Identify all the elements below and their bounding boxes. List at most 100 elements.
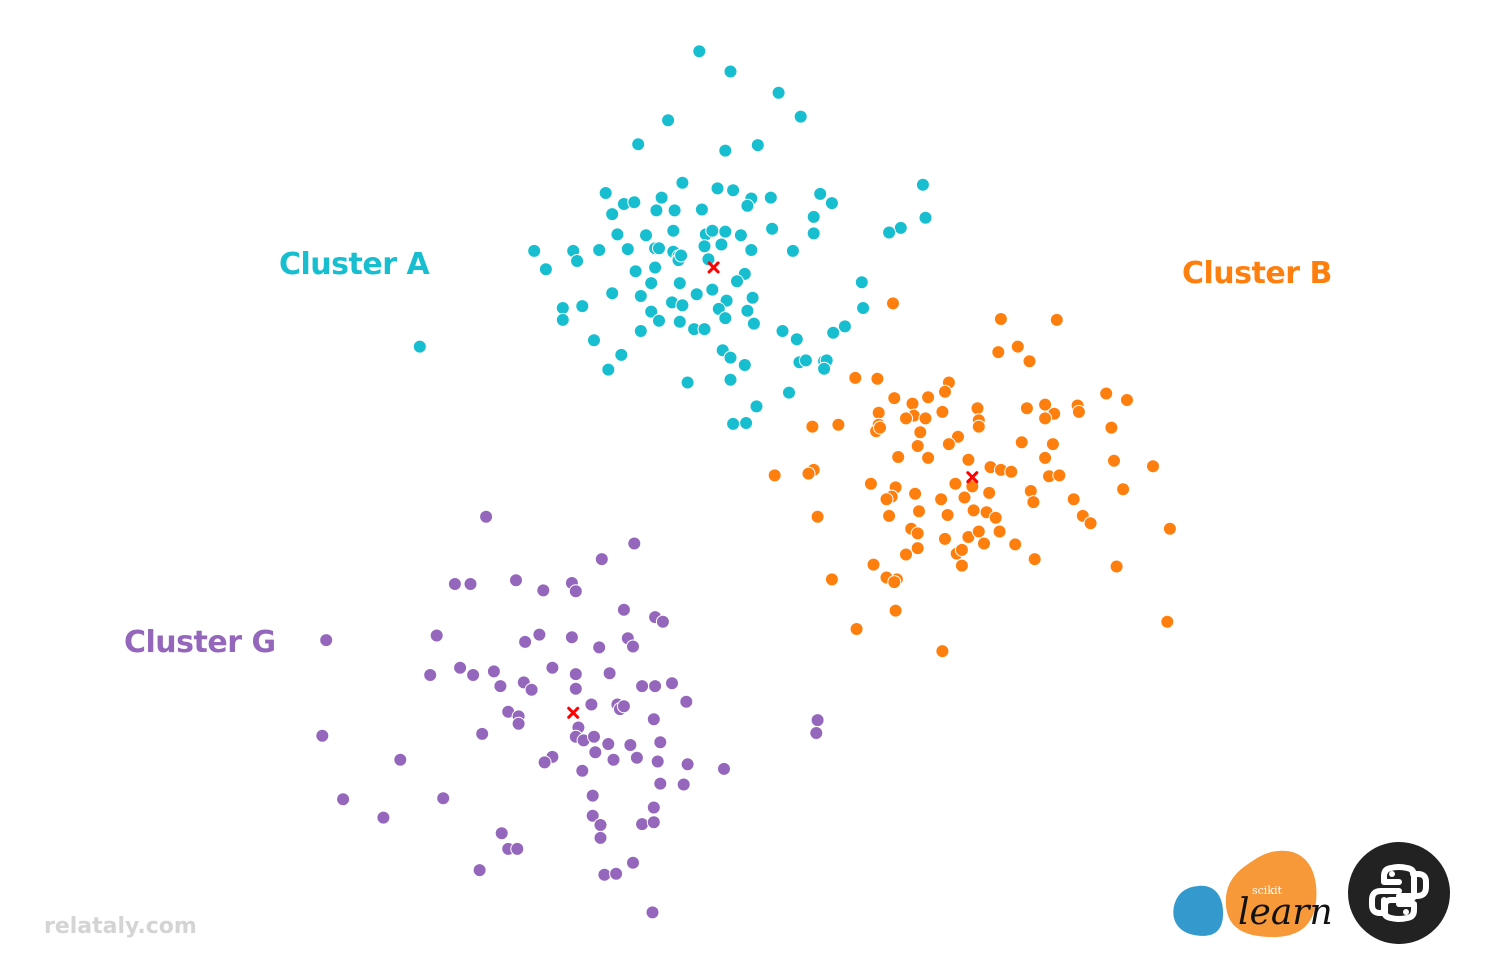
data-point (1160, 614, 1175, 629)
data-point (1083, 516, 1098, 531)
data-point (597, 867, 612, 882)
sklearn-logo (1173, 842, 1450, 944)
data-point (319, 633, 334, 648)
data-point (740, 303, 755, 318)
data-point (1008, 537, 1023, 552)
data-point (982, 485, 997, 500)
cluster-a-label: Cluster A (279, 247, 430, 282)
series-2 (767, 296, 1177, 659)
data-point (915, 177, 930, 192)
data-point (672, 276, 687, 291)
data-point (744, 243, 759, 257)
data-point (970, 401, 985, 416)
data-point (447, 577, 462, 591)
data-point (479, 509, 494, 524)
data-point (789, 332, 804, 347)
data-point (733, 228, 748, 243)
data-point (689, 287, 704, 302)
data-point (601, 737, 616, 751)
data-point (336, 792, 351, 807)
data-point (697, 239, 712, 254)
data-point (726, 416, 741, 431)
data-point (675, 298, 690, 313)
data-point (1038, 397, 1053, 412)
data-point (620, 242, 635, 257)
data-point (824, 572, 839, 587)
data-point (511, 716, 526, 731)
data-point (628, 264, 643, 279)
data-point (746, 316, 761, 331)
data-point (918, 411, 933, 426)
data-point (971, 419, 986, 434)
data-point (661, 113, 676, 128)
data-point (575, 299, 590, 314)
data-point (993, 312, 1008, 326)
data-point (606, 752, 621, 767)
data-point (873, 420, 887, 435)
data-point (935, 404, 950, 419)
data-point (765, 221, 780, 236)
data-point (912, 504, 926, 519)
data-point (971, 524, 986, 539)
centroid-marker (567, 706, 580, 719)
data-point (1019, 401, 1034, 416)
sklearn-orange-shape (1225, 850, 1317, 938)
data-point (653, 735, 668, 750)
data-point (602, 666, 617, 681)
data-point (793, 109, 808, 124)
data-point (697, 322, 712, 337)
data-point (951, 429, 965, 444)
data-point (680, 757, 695, 772)
data-point (653, 776, 668, 791)
data-point (824, 196, 839, 211)
data-point (652, 313, 666, 328)
data-point (587, 729, 601, 744)
data-point (806, 226, 821, 241)
data-point (570, 254, 585, 268)
data-point (627, 536, 642, 551)
data-point (718, 143, 733, 158)
data-point (587, 333, 601, 348)
data-point (652, 241, 666, 256)
data-point (940, 508, 955, 522)
data-point (518, 634, 533, 649)
data-point (1120, 393, 1134, 407)
data-point (646, 800, 661, 815)
data-point (623, 738, 638, 752)
data-point (1014, 435, 1029, 450)
data-point (626, 639, 640, 654)
data-point (910, 526, 925, 541)
data-point (957, 490, 972, 505)
centroid-marker (707, 261, 720, 274)
data-point (913, 425, 928, 440)
data-point (635, 679, 650, 694)
data-point (555, 301, 570, 315)
data-point (863, 476, 878, 491)
data-point (1027, 552, 1042, 567)
data-point (817, 361, 832, 376)
data-point (1052, 468, 1067, 483)
data-point (1104, 420, 1119, 435)
data-point (771, 85, 786, 100)
data-point (676, 777, 691, 792)
logo-area: scikit learn (1168, 838, 1458, 948)
data-point (966, 503, 981, 518)
data-point (1146, 459, 1160, 474)
data-point (954, 542, 969, 557)
data-point (879, 492, 894, 507)
data-point (1038, 450, 1053, 465)
data-point (899, 411, 913, 426)
data-point (629, 750, 644, 765)
data-point (775, 324, 790, 338)
cluster-g-label: Cluster G (124, 625, 276, 660)
data-point (680, 375, 695, 390)
data-point (486, 664, 501, 679)
data-point (674, 248, 689, 263)
data-point (429, 628, 444, 643)
data-point (585, 808, 600, 823)
data-point (1045, 437, 1060, 452)
data-point (871, 405, 886, 420)
data-point (831, 417, 846, 432)
data-point (745, 290, 760, 305)
